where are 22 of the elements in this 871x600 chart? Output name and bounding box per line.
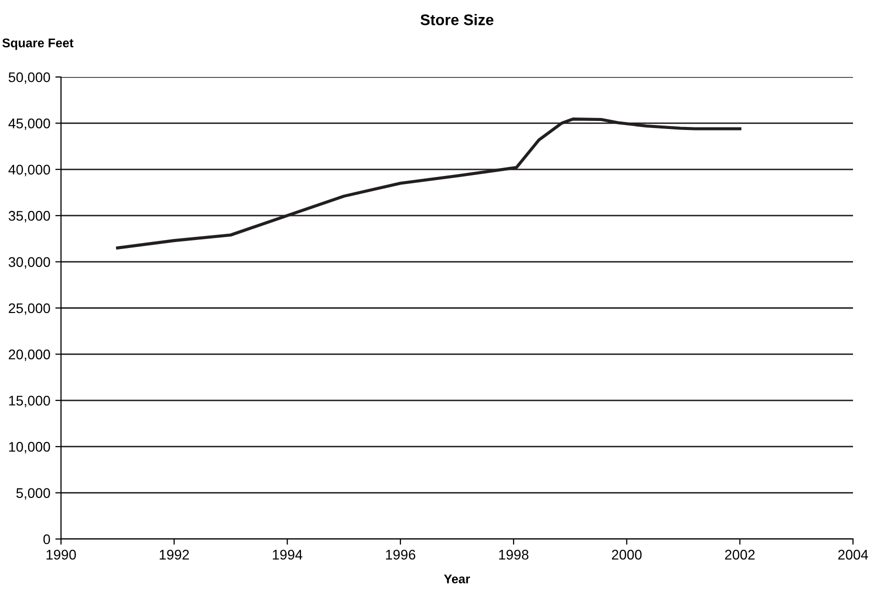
x-axis-title: Year (444, 574, 470, 584)
y-tick-label: 50,000 (8, 72, 50, 84)
x-tick-label: 1998 (499, 550, 528, 560)
y-tick-label: 40,000 (8, 164, 50, 176)
x-tick-label: 2004 (838, 550, 868, 560)
y-axis-title: Square Feet (2, 38, 74, 50)
y-tick-label: 15,000 (9, 396, 50, 408)
x-tick-label: 1990 (46, 550, 76, 560)
y-tick-label: 45,000 (8, 118, 50, 130)
y-tick-label: 35,000 (8, 210, 50, 222)
x-tick-label: 1994 (272, 550, 302, 560)
x-tick-label: 2002 (725, 550, 755, 560)
y-tick-label: 10,000 (9, 442, 50, 454)
x-tick-label: 1992 (160, 550, 189, 560)
x-tick-label: 2000 (612, 550, 642, 560)
y-tick-label: 20,000 (8, 350, 50, 362)
x-tick-label: 1996 (386, 550, 416, 560)
chart-title: Store Size (420, 14, 494, 26)
y-tick-label: 5,000 (16, 488, 50, 500)
y-tick-label: 30,000 (8, 257, 50, 269)
y-tick-label: 25,000 (8, 303, 50, 315)
y-tick-label: 0 (43, 534, 50, 544)
